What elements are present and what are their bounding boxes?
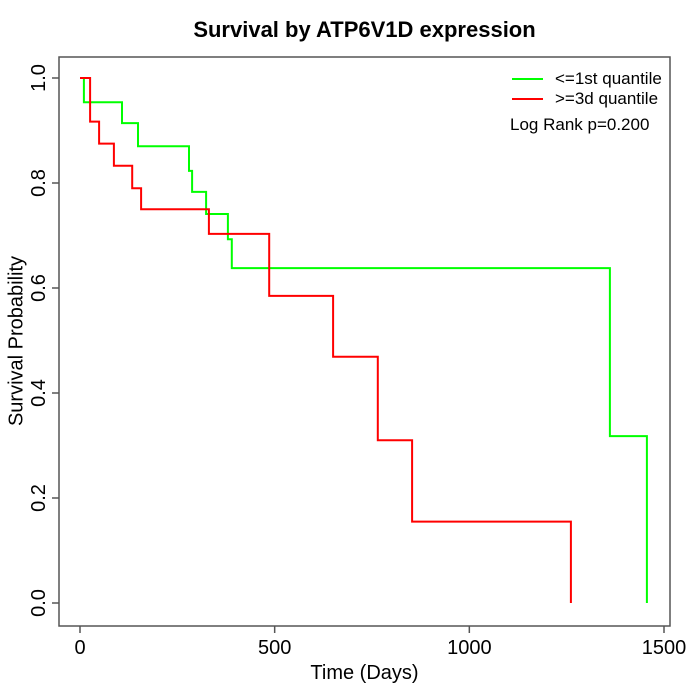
y-tick-label: 0.8 (28, 169, 50, 197)
x-tick-label: 0 (74, 637, 86, 659)
y-tick-label: 1.0 (28, 64, 50, 92)
legend-label-first-quantile: <=1st quantile (555, 69, 662, 88)
survival-curve-third-quantile (80, 77, 572, 603)
y-tick-label: 0.0 (28, 589, 50, 617)
x-tick-label: 1500 (641, 637, 687, 659)
survival-curve-first-quantile (80, 77, 648, 603)
x-tick-label: 1000 (447, 637, 492, 659)
y-axis-label: Survival Probability (5, 255, 28, 427)
y-tick-label: 0.4 (28, 379, 50, 407)
x-tick-label: 500 (257, 637, 292, 659)
x-axis-label: Time (Days) (310, 662, 419, 684)
plot-frame (58, 56, 671, 627)
legend-label-third-quantile: >=3d quantile (555, 89, 659, 108)
y-tick-label: 0.6 (28, 274, 50, 302)
log-rank-annotation: Log Rank p=0.200 (510, 115, 650, 134)
chart-title: Survival by ATP6V1D expression (193, 17, 536, 42)
y-tick-label: 0.2 (28, 484, 50, 512)
